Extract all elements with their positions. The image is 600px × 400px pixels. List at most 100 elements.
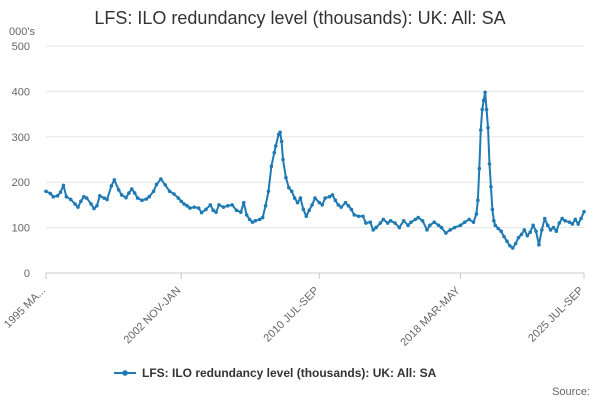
data-point[interactable]	[439, 225, 444, 230]
data-point[interactable]	[89, 202, 93, 206]
data-point[interactable]	[483, 90, 487, 95]
data-point[interactable]	[84, 196, 89, 200]
data-point[interactable]	[292, 196, 297, 200]
data-point[interactable]	[58, 190, 63, 194]
data-point[interactable]	[221, 205, 226, 209]
data-point[interactable]	[474, 212, 479, 216]
data-point[interactable]	[448, 228, 453, 232]
data-point[interactable]	[364, 221, 368, 225]
data-point[interactable]	[196, 206, 201, 210]
data-point[interactable]	[208, 203, 213, 207]
data-point[interactable]	[51, 194, 56, 199]
data-point[interactable]	[127, 191, 131, 195]
data-point[interactable]	[48, 191, 53, 196]
data-point[interactable]	[247, 217, 252, 222]
data-point[interactable]	[188, 206, 192, 210]
data-point[interactable]	[79, 199, 83, 204]
data-point[interactable]	[522, 228, 527, 232]
data-point[interactable]	[260, 215, 265, 220]
data-point[interactable]	[55, 194, 60, 198]
data-point[interactable]	[371, 228, 375, 232]
data-point[interactable]	[579, 216, 583, 221]
data-point[interactable]	[281, 157, 285, 162]
data-point[interactable]	[406, 223, 410, 228]
data-point[interactable]	[266, 189, 271, 194]
data-point[interactable]	[481, 98, 486, 103]
data-point[interactable]	[333, 198, 338, 203]
data-point[interactable]	[151, 189, 156, 194]
data-point[interactable]	[301, 207, 306, 212]
data-point[interactable]	[467, 217, 471, 222]
data-point[interactable]	[528, 230, 532, 234]
data-point[interactable]	[490, 207, 495, 212]
data-point[interactable]	[179, 199, 184, 204]
data-point[interactable]	[551, 225, 556, 230]
data-point[interactable]	[159, 177, 163, 181]
data-point[interactable]	[576, 222, 580, 226]
data-point[interactable]	[339, 205, 343, 209]
data-point[interactable]	[420, 218, 425, 223]
data-point[interactable]	[476, 198, 480, 203]
data-point[interactable]	[492, 218, 496, 223]
data-point[interactable]	[570, 222, 575, 226]
data-point[interactable]	[381, 217, 386, 222]
data-point[interactable]	[323, 196, 327, 200]
data-point[interactable]	[287, 185, 291, 190]
data-point[interactable]	[385, 221, 390, 225]
data-point[interactable]	[531, 223, 535, 228]
data-point[interactable]	[510, 246, 515, 250]
data-point[interactable]	[425, 228, 429, 232]
data-point[interactable]	[534, 229, 538, 234]
data-point[interactable]	[217, 203, 221, 207]
data-point[interactable]	[167, 189, 172, 194]
data-point[interactable]	[132, 191, 137, 195]
data-point[interactable]	[563, 218, 567, 223]
data-point[interactable]	[484, 107, 489, 112]
data-point[interactable]	[397, 225, 402, 230]
data-point[interactable]	[458, 223, 463, 228]
data-point[interactable]	[452, 225, 457, 230]
data-point[interactable]	[192, 205, 197, 209]
data-point[interactable]	[310, 203, 314, 207]
data-point[interactable]	[330, 193, 335, 197]
data-point[interactable]	[525, 233, 530, 238]
data-point[interactable]	[388, 218, 393, 223]
data-point[interactable]	[241, 200, 246, 205]
data-point[interactable]	[176, 196, 181, 200]
data-point[interactable]	[496, 226, 501, 231]
data-point[interactable]	[92, 206, 96, 211]
data-point[interactable]	[304, 214, 309, 219]
data-point[interactable]	[505, 239, 509, 244]
data-point[interactable]	[540, 228, 544, 232]
data-point[interactable]	[554, 229, 559, 234]
data-point[interactable]	[269, 164, 274, 169]
data-point[interactable]	[478, 128, 483, 132]
data-point[interactable]	[279, 139, 284, 144]
data-point[interactable]	[573, 217, 578, 222]
data-point[interactable]	[98, 194, 102, 198]
series-line-0[interactable]	[45, 91, 585, 250]
data-point[interactable]	[471, 220, 476, 224]
data-point[interactable]	[361, 214, 365, 219]
data-point[interactable]	[493, 223, 498, 228]
data-point[interactable]	[444, 231, 448, 235]
data-point[interactable]	[320, 203, 325, 207]
data-point[interactable]	[239, 210, 243, 214]
data-point[interactable]	[272, 150, 277, 155]
data-point[interactable]	[214, 210, 218, 214]
data-point[interactable]	[257, 217, 262, 222]
data-point[interactable]	[211, 208, 216, 213]
data-point[interactable]	[230, 203, 234, 207]
data-point[interactable]	[244, 213, 249, 217]
data-point[interactable]	[519, 232, 524, 237]
data-point[interactable]	[95, 204, 99, 208]
data-point[interactable]	[68, 197, 73, 202]
data-point[interactable]	[109, 184, 114, 188]
data-point[interactable]	[273, 144, 278, 148]
data-point[interactable]	[73, 202, 77, 206]
data-point[interactable]	[548, 228, 553, 232]
data-point[interactable]	[154, 182, 159, 187]
data-point[interactable]	[199, 210, 204, 215]
data-point[interactable]	[542, 216, 547, 221]
legend[interactable]: LFS: ILO redundancy level (thousands): U…	[114, 366, 437, 380]
